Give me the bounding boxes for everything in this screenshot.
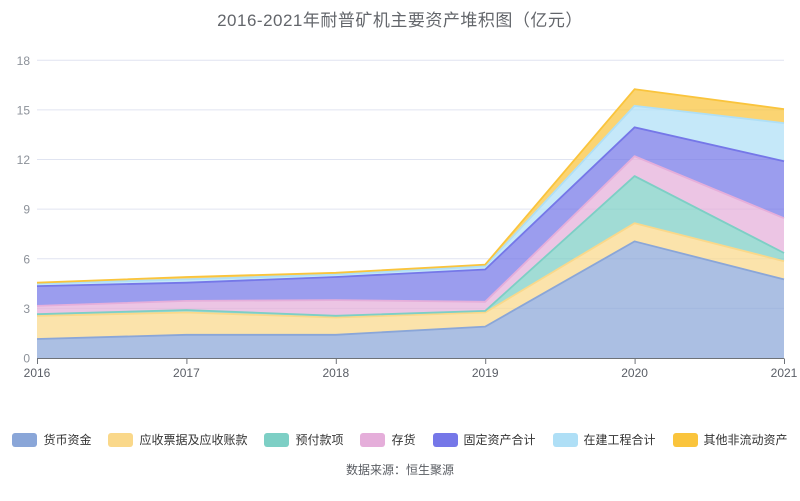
legend-item-2[interactable]: 应收票据及应收账款: [108, 431, 247, 448]
series-lines: [36, 88, 785, 340]
y-tick-label: 18: [17, 54, 31, 68]
legend-label: 预付款项: [295, 433, 344, 447]
x-tick-label: 2019: [472, 366, 499, 380]
legend-item-3[interactable]: 预付款项: [264, 431, 343, 448]
line-固定资产合计: [36, 126, 785, 287]
x-axis-labels: 2016 2017 2018 2019 2020 2021: [24, 366, 798, 380]
line-货币资金: [36, 240, 785, 340]
y-tick-label: 15: [17, 103, 31, 117]
x-tick-label: 2016: [24, 366, 51, 380]
y-axis-labels: 0 3 6 9 12 15 18: [17, 54, 31, 366]
y-tick-label: 3: [23, 302, 30, 316]
legend-label: 固定资产合计: [463, 433, 536, 447]
legend: 货币资金 应收票据及应收账款 预付款项 存货 固定资产合计 在建工程合计 其他非流动资产: [0, 431, 800, 448]
legend-swatch-icon: [12, 432, 38, 447]
legend-swatch-icon: [672, 432, 698, 447]
x-tick-label: 2017: [173, 366, 200, 380]
chart-title: 2016-2021年耐普矿机主要资产堆积图（亿元）: [217, 11, 583, 30]
area-存货: [37, 156, 784, 316]
legend-item-5[interactable]: 固定资产合计: [432, 431, 536, 448]
x-tick-label: 2021: [771, 366, 798, 380]
y-tick-label: 9: [23, 203, 30, 217]
area-在建工程合计: [37, 105, 784, 287]
data-source-label: 数据来源：恒生聚源: [345, 463, 454, 477]
line-应收票据及应收账款: [36, 222, 785, 319]
chart-canvas: 0 3 6 9 12 15 18 2016 2017 2018 2019 2020 2021: [17, 54, 798, 380]
x-tick-label: 2018: [322, 366, 349, 380]
legend-label: 货币资金: [43, 433, 92, 447]
area-固定资产合计: [37, 127, 784, 306]
area-应收票据及应收账款: [37, 223, 784, 339]
line-其他非流动资产: [36, 88, 785, 284]
area-series-group: [37, 89, 784, 358]
y-tick-label: 6: [23, 252, 30, 266]
area-预付款项: [37, 176, 784, 318]
legend-label: 应收票据及应收账款: [139, 433, 248, 447]
legend-label: 存货: [391, 433, 416, 447]
legend-swatch-icon: [432, 432, 458, 447]
area-货币资金: [37, 241, 784, 358]
legend-label: 其他非流动资产: [703, 433, 788, 447]
y-tick-label: 0: [23, 352, 30, 366]
legend-item-7[interactable]: 其他非流动资产: [672, 431, 788, 448]
legend-item-4[interactable]: 存货: [360, 431, 416, 448]
line-存货: [36, 155, 785, 307]
stacked-area-chart: 0 3 6 9 12 15 18 2016 2017 2018 2019 2020 2021: [17, 54, 798, 380]
legend-swatch-icon: [264, 432, 290, 447]
legend-swatch-icon: [552, 432, 578, 447]
y-tick-label: 12: [17, 153, 31, 167]
area-其他非流动资产: [37, 89, 784, 284]
legend-item-6[interactable]: 在建工程合计: [552, 431, 656, 448]
line-在建工程合计: [36, 104, 785, 285]
legend-swatch-icon: [360, 432, 386, 447]
x-axis: [37, 358, 785, 364]
x-tick-label: 2020: [621, 366, 648, 380]
legend-item-1[interactable]: 货币资金: [12, 431, 91, 448]
legend-label: 在建工程合计: [583, 433, 656, 447]
legend-swatch-icon: [108, 432, 134, 447]
line-预付款项: [36, 175, 785, 317]
